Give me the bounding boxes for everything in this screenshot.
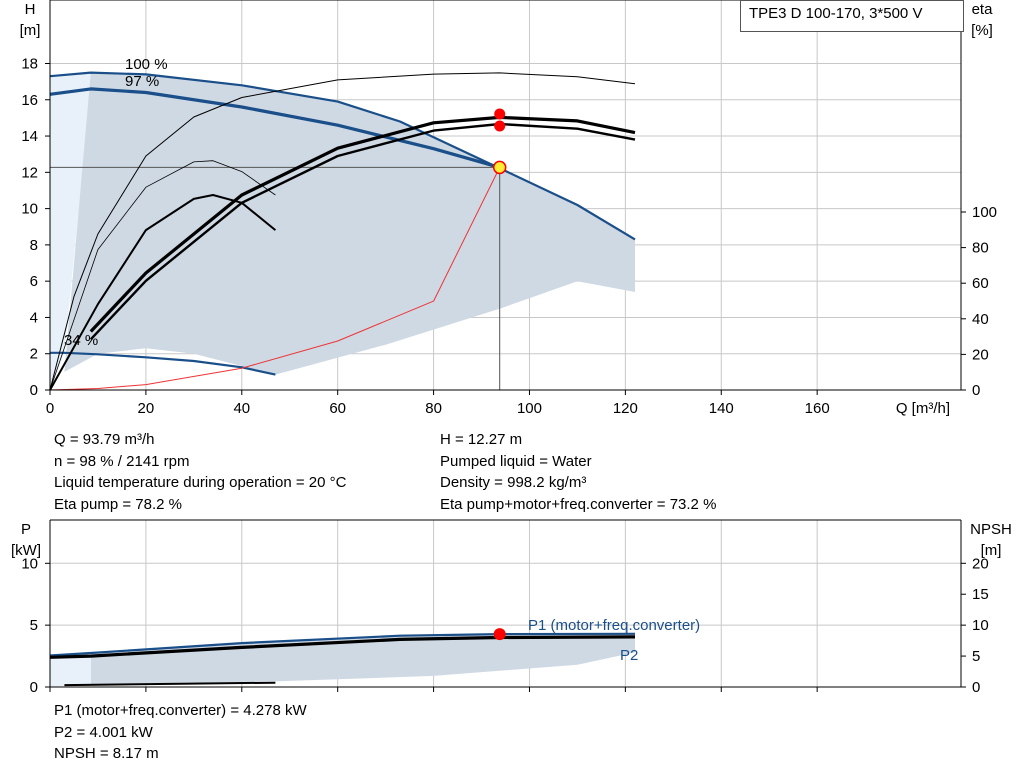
eta-tick-label-5: 100 bbox=[972, 204, 997, 221]
flow-axis-label: Q [m³/h] bbox=[896, 400, 950, 417]
eta-tick-label-3: 60 bbox=[972, 275, 989, 292]
liquid-temperature-value: Liquid temperature during operation = 20… bbox=[54, 474, 347, 491]
head-area-operating bbox=[64, 72, 635, 375]
x-tick-label-1: 20 bbox=[138, 400, 155, 417]
npsh-tick-label-0: 0 bbox=[972, 679, 980, 696]
head-chart-points bbox=[492, 108, 507, 175]
p2-value: P2 = 4.001 kW bbox=[54, 723, 153, 741]
h-tick-label-8: 16 bbox=[21, 92, 38, 109]
h-tick-label-7: 14 bbox=[21, 128, 38, 145]
npsh-tick-label-4: 20 bbox=[972, 555, 989, 572]
head-value: H = 12.27 m bbox=[440, 431, 523, 448]
p-tick-label-0: 0 bbox=[30, 679, 38, 696]
p1-value: P1 (motor+freq.converter) = 4.278 kW bbox=[54, 702, 307, 719]
head-chart: 0 20 40 60 80 100 120 140 160 0 2 4 6 8 10 12 14 16 18 0 20 4… bbox=[20, 0, 997, 417]
head-chart-ticks: 0 20 40 60 80 100 120 140 160 0 2 4 6 8 10 12 14 16 18 0 20 4… bbox=[21, 55, 997, 417]
h-tick-label-6: 12 bbox=[21, 164, 38, 181]
curve-eta-34 bbox=[49, 194, 277, 391]
power-area-light bbox=[50, 653, 91, 687]
eta-total-value: Eta pump+motor+freq.converter = 73.2 % bbox=[440, 495, 717, 513]
flow-rate-value: Q = 93.79 m³/h bbox=[54, 431, 155, 448]
power-chart: 0 5 10 0 5 10 15 20 P [kW] NPSH [m] P1 (motor+f… bbox=[11, 519, 1012, 696]
x-tick-label-2: 40 bbox=[233, 400, 250, 417]
curve-eta-34-thin bbox=[49, 160, 276, 391]
x-tick-label-5: 100 bbox=[517, 400, 542, 417]
x-tick-label-4: 80 bbox=[425, 400, 442, 417]
power-curve-label-p2: P2 bbox=[620, 647, 638, 664]
power-axis-label-line2: [kW] bbox=[11, 542, 41, 559]
eta-tick-label-4: 80 bbox=[972, 240, 989, 257]
power-curve-label-p1: P1 (motor+freq.converter) bbox=[528, 617, 700, 634]
curve-p2 bbox=[49, 635, 636, 659]
pumped-liquid-value: Pumped liquid = Water bbox=[440, 452, 592, 470]
h-tick-label-1: 2 bbox=[30, 346, 38, 363]
duty-point-power bbox=[493, 628, 506, 641]
head-chart-areas bbox=[50, 72, 635, 390]
eta-tick-label-1: 20 bbox=[972, 346, 989, 363]
eta-pump-value: Eta pump = 78.2 % bbox=[54, 495, 182, 513]
x-tick-label-6: 120 bbox=[613, 400, 638, 417]
curve-label-97: 97 % bbox=[125, 73, 159, 90]
eta-axis-label-line1: eta bbox=[972, 1, 994, 18]
npsh-tick-label-1: 5 bbox=[972, 648, 980, 665]
head-chart-curves bbox=[49, 71, 636, 391]
duty-point-eta-total bbox=[494, 108, 506, 120]
h-tick-label-0: 0 bbox=[30, 382, 38, 399]
power-area-operating bbox=[90, 633, 636, 685]
head-area-light bbox=[50, 72, 91, 390]
npsh-tick-label-2: 10 bbox=[972, 617, 989, 634]
npsh-axis-label-line1: NPSH bbox=[970, 521, 1012, 538]
x-tick-label-3: 60 bbox=[329, 400, 346, 417]
curve-p1 bbox=[49, 632, 636, 657]
pump-model-label: TPE3 D 100-170, 3*500 V bbox=[740, 0, 964, 32]
curve-eta-pump bbox=[89, 115, 636, 333]
x-tick-label-7: 140 bbox=[709, 400, 734, 417]
operating-info-right: H = 12.27 m Pumped liquid = Water Densit… bbox=[440, 429, 716, 515]
h-tick-label-9: 18 bbox=[21, 55, 38, 72]
power-chart-points bbox=[493, 628, 506, 641]
power-chart-curves bbox=[49, 632, 636, 687]
power-axis-label-line1: P bbox=[21, 521, 31, 538]
npsh-value: NPSH = 8.17 m bbox=[54, 745, 159, 762]
h-tick-label-4: 8 bbox=[30, 237, 38, 254]
density-value: Density = 998.2 kg/m³ bbox=[440, 474, 587, 491]
h-tick-label-3: 6 bbox=[30, 273, 38, 290]
npsh-axis-label-line2: [m] bbox=[981, 542, 1002, 559]
speed-value: n = 98 % / 2141 rpm bbox=[54, 452, 190, 470]
eta-axis-label-line2: [%] bbox=[971, 22, 993, 39]
curve-system bbox=[49, 167, 501, 391]
x-tick-label-0: 0 bbox=[46, 400, 54, 417]
curve-head-34 bbox=[50, 351, 276, 376]
curve-eta-total bbox=[89, 122, 636, 341]
h-tick-label-2: 4 bbox=[30, 309, 38, 326]
head-axis-label-line2: [m] bbox=[20, 22, 41, 39]
p-tick-label-1: 5 bbox=[30, 617, 38, 634]
curve-label-100: 100 % bbox=[125, 56, 168, 73]
curve-label-34: 34 % bbox=[64, 332, 98, 349]
curve-head-100 bbox=[49, 71, 636, 241]
power-chart-ticks: 0 5 10 0 5 10 15 20 bbox=[21, 555, 988, 696]
curve-head-97 bbox=[49, 87, 501, 169]
x-tick-label-8: 160 bbox=[805, 400, 830, 417]
duty-point-head bbox=[492, 160, 507, 175]
eta-tick-label-2: 40 bbox=[972, 311, 989, 328]
operating-info-left: Q = 93.79 m³/h n = 98 % / 2141 rpm Liqui… bbox=[54, 429, 346, 515]
p-tick-label-2: 10 bbox=[21, 555, 38, 572]
duty-point-eta-pump bbox=[494, 120, 506, 132]
npsh-tick-label-3: 15 bbox=[972, 586, 989, 603]
h-tick-label-5: 10 bbox=[21, 201, 38, 218]
eta-tick-label-0: 0 bbox=[972, 382, 980, 399]
power-info: P1 (motor+freq.converter) = 4.278 kW P2 … bbox=[54, 700, 307, 765]
head-axis-label-line1: H bbox=[25, 1, 36, 18]
power-chart-areas bbox=[50, 633, 636, 687]
curve-p-34 bbox=[64, 681, 276, 687]
curve-eta-100-thin bbox=[49, 72, 636, 391]
